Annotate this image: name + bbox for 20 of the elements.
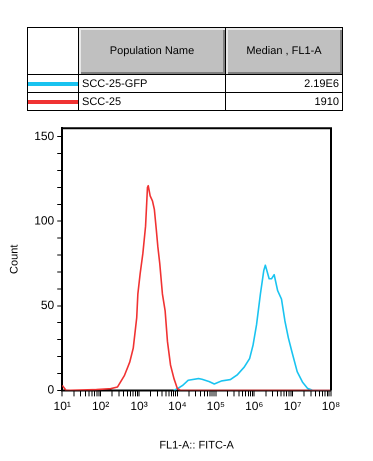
x-tick-label: 10⁴ [168, 398, 187, 413]
y-tick-label: 100 [34, 214, 55, 228]
legend-label: SCC-25 [78, 92, 226, 110]
text: 1910 [226, 92, 342, 110]
y-tick-label: 0 [48, 382, 55, 397]
text: 2.19E6 [226, 74, 342, 92]
x-tick-label: 10⁸ [322, 398, 340, 413]
x-tick-label: 10³ [130, 398, 148, 413]
x-tick-label: 10⁶ [245, 398, 264, 413]
y-tick-label: 150 [34, 128, 55, 143]
text: Median , FL1-A [226, 28, 342, 74]
x-tick-label: 10⁵ [206, 398, 225, 413]
x-tick-label: 10² [92, 398, 110, 413]
legend-title: Population Name [78, 28, 226, 74]
y-tick-label: 50 [40, 298, 55, 312]
x-tick-label: 10¹ [54, 398, 71, 413]
x-tick-label: 10⁷ [284, 398, 302, 413]
legend-label: SCC-25-GFP [78, 74, 226, 92]
x-axis-title: FL1-A:: FITC-A [159, 439, 235, 452]
y-axis-title: Count [8, 244, 21, 274]
